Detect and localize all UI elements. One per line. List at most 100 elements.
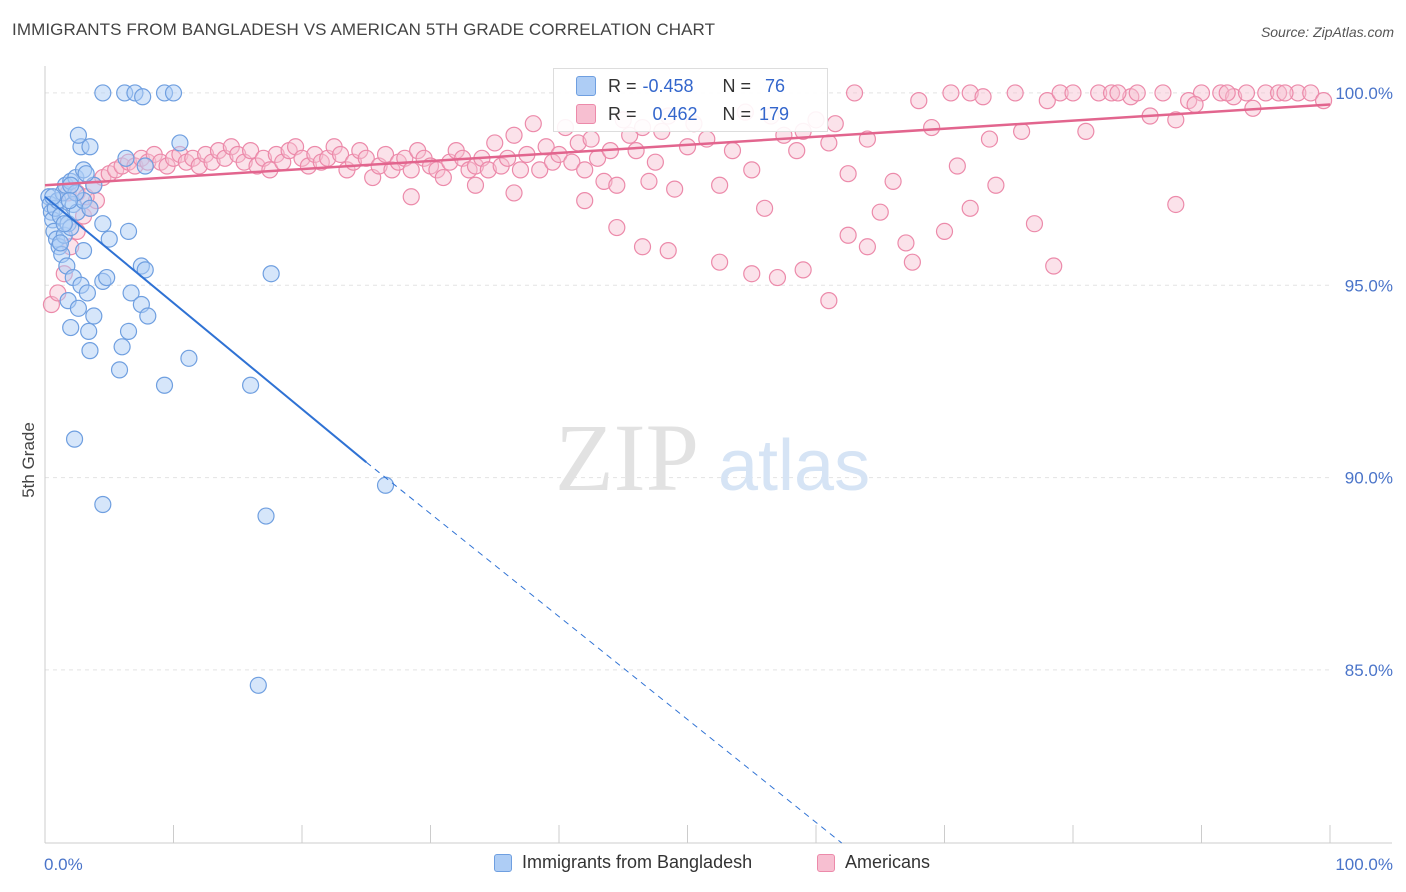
stats-row-bangladesh: R = -0.458 N = 76 xyxy=(576,73,785,99)
americans-point-101 xyxy=(666,180,684,198)
bangladesh-point-71 xyxy=(249,676,267,694)
bangladesh-point-49 xyxy=(62,318,80,337)
bangladesh-point-67 xyxy=(94,495,112,514)
bangladesh-point-29 xyxy=(171,134,189,152)
bangladesh-point-52 xyxy=(81,342,99,360)
americans-point-150 xyxy=(1302,84,1320,102)
bangladesh-point-50 xyxy=(80,322,98,341)
bangladesh-point-30 xyxy=(94,84,112,102)
bangladesh-point-62 xyxy=(136,261,154,279)
americans-point-140 xyxy=(1154,84,1172,102)
americans-point-175 xyxy=(1186,95,1204,114)
americans-swatch xyxy=(576,104,596,124)
americans-point-164 xyxy=(839,226,857,244)
n-value: 76 xyxy=(765,75,786,96)
americans-point-95 xyxy=(627,142,645,160)
bangladesh-point-66 xyxy=(65,430,84,448)
bottom-legend: Immigrants from Bangladesh Americans xyxy=(0,852,1406,878)
bangladesh-swatch xyxy=(576,76,596,96)
americans-point-106 xyxy=(723,142,742,160)
americans-point-77 xyxy=(511,161,530,179)
watermark-atlas: atlas xyxy=(718,426,870,506)
y-tick-label-1: 95.0% xyxy=(1345,276,1393,295)
americans-point-90 xyxy=(595,172,613,190)
bangladesh-point-23 xyxy=(77,165,95,183)
legend-item-bangladesh[interactable]: Immigrants from Bangladesh xyxy=(494,852,752,873)
americans-point-105 xyxy=(711,176,729,194)
y-axis-label: 5th Grade xyxy=(19,422,38,498)
bangladesh-swatch xyxy=(494,853,512,872)
americans-point-133 xyxy=(1064,84,1082,102)
bangladesh-point-68 xyxy=(262,265,280,283)
bangladesh-point-73 xyxy=(62,176,80,194)
americans-point-155 xyxy=(576,192,594,210)
americans-swatch xyxy=(817,853,835,872)
bangladesh-point-56 xyxy=(155,376,174,394)
americans-point-156 xyxy=(608,218,626,237)
americans-point-141 xyxy=(1167,111,1185,129)
americans-point-120 xyxy=(871,203,889,221)
bangladesh-point-60 xyxy=(94,215,112,233)
americans-point-149 xyxy=(1289,84,1307,102)
americans-point-162 xyxy=(794,261,812,279)
bangladesh-trend-line xyxy=(44,196,367,463)
americans-point-178 xyxy=(1109,84,1127,102)
bangladesh-point-58 xyxy=(119,222,138,241)
americans-point-56 xyxy=(376,145,395,164)
stats-legend: R = -0.458 N = 76 R = 0.462 N = 179 xyxy=(553,68,828,132)
bangladesh-point-33 xyxy=(134,88,152,106)
americans-point-132 xyxy=(1051,84,1069,102)
bangladesh-point-59 xyxy=(100,230,118,248)
americans-point-173 xyxy=(948,157,966,175)
americans-point-119 xyxy=(858,130,877,148)
bangladesh-point-44 xyxy=(69,299,88,317)
americans-point-176 xyxy=(1218,84,1236,102)
americans-point-126 xyxy=(961,84,979,102)
n-label: N = xyxy=(722,103,752,124)
americans-point-159 xyxy=(711,253,729,271)
americans-point-135 xyxy=(1090,84,1108,102)
americans-point-116 xyxy=(826,115,844,133)
americans-point-80 xyxy=(531,161,549,179)
legend-label: Immigrants from Bangladesh xyxy=(522,852,753,872)
y-tick-label-3: 85.0% xyxy=(1345,661,1393,680)
americans-point-138 xyxy=(1128,84,1146,102)
legend-label: Americans xyxy=(845,852,931,872)
chart-title: IMMIGRANTS FROM BANGLADESH VS AMERICAN 5… xyxy=(12,20,716,39)
americans-point-79 xyxy=(524,115,542,133)
americans-point-73 xyxy=(486,134,504,152)
y-tick-label-0: 100.0% xyxy=(1335,84,1393,103)
americans-point-163 xyxy=(820,292,838,310)
americans-point-53 xyxy=(357,149,375,167)
bangladesh-point-42 xyxy=(78,284,97,302)
americans-point-144 xyxy=(1212,84,1230,102)
bangladesh-point-27 xyxy=(117,149,135,167)
americans-point-124 xyxy=(923,118,941,137)
americans-point-127 xyxy=(974,88,992,106)
r-value: 0.462 xyxy=(652,103,698,124)
legend-item-americans[interactable]: Americans xyxy=(817,852,930,873)
americans-point-129 xyxy=(1006,84,1024,102)
r-value: -0.458 xyxy=(642,75,694,96)
r-label: R = xyxy=(608,103,637,124)
bangladesh-point-65 xyxy=(74,242,93,260)
americans-point-75 xyxy=(499,149,517,167)
bangladesh-point-45 xyxy=(85,307,103,325)
watermark-zip: ZIP xyxy=(555,404,699,511)
americans-point-169 xyxy=(1045,257,1063,275)
americans-point-167 xyxy=(935,222,954,241)
americans-point-65 xyxy=(434,168,452,187)
americans-point-147 xyxy=(1257,84,1275,102)
americans-points xyxy=(42,84,1333,314)
americans-point-123 xyxy=(910,92,928,110)
americans-point-121 xyxy=(884,172,902,190)
n-label: N = xyxy=(722,75,752,96)
bangladesh-point-26 xyxy=(69,126,88,144)
americans-point-109 xyxy=(755,199,774,217)
americans-point-85 xyxy=(563,153,581,171)
bangladesh-point-69 xyxy=(376,476,395,494)
trend-lines xyxy=(44,103,1331,844)
americans-point-157 xyxy=(633,238,652,256)
n-value: 179 xyxy=(759,103,790,124)
